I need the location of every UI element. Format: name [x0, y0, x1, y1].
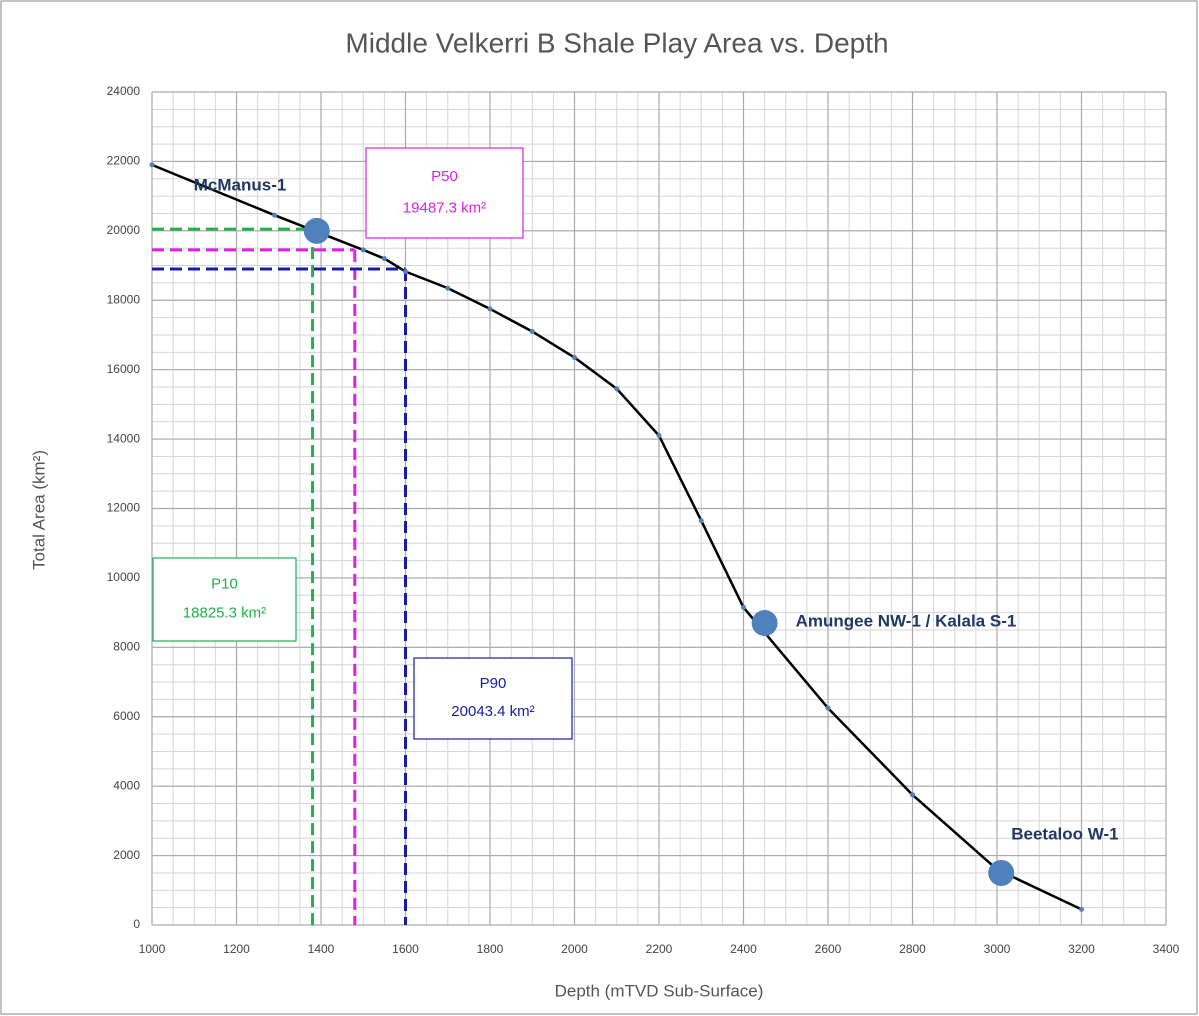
percentile-label: P10	[211, 576, 238, 593]
percentile-label: P90	[480, 675, 507, 692]
y-tick-label: 18000	[107, 292, 141, 306]
y-tick-label: 24000	[107, 84, 141, 98]
data-point	[698, 518, 704, 524]
data-point	[741, 604, 746, 610]
data-point	[910, 792, 915, 798]
x-tick-label: 3400	[1153, 942, 1180, 956]
data-point	[272, 212, 278, 218]
well-label: Amungee NW-1 / Kalala S-1	[796, 612, 1017, 631]
percentile-box	[365, 147, 524, 239]
percentile-label: P50	[431, 168, 458, 185]
data-point	[149, 162, 155, 168]
chart-title: Middle Velkerri B Shale Play Area vs. De…	[345, 27, 888, 58]
well-marker	[988, 859, 1015, 886]
y-tick-label: 16000	[107, 362, 141, 376]
x-tick-label: 1600	[392, 942, 419, 956]
well-label: McManus-1	[194, 175, 287, 194]
well-marker	[751, 610, 778, 637]
well-label: Beetaloo W-1	[1011, 824, 1118, 843]
x-tick-label: 1800	[477, 942, 504, 956]
percentile-value: 19487.3 km²	[403, 199, 486, 216]
data-point	[825, 705, 831, 711]
x-tick-label: 2200	[646, 942, 673, 956]
x-axis-label: Depth (mTVD Sub-Surface)	[555, 981, 764, 1000]
y-tick-label: 12000	[107, 501, 141, 515]
percentile-box	[413, 657, 573, 740]
x-tick-label: 2600	[815, 942, 842, 956]
data-point	[614, 386, 620, 392]
x-tick-label: 1000	[139, 942, 166, 956]
data-point	[529, 328, 535, 334]
y-tick-label: 20000	[107, 223, 141, 237]
x-tick-label: 1200	[223, 942, 250, 956]
data-point	[360, 247, 366, 253]
data-point	[487, 306, 493, 312]
x-tick-label: 2400	[730, 942, 757, 956]
y-tick-label: 14000	[107, 431, 141, 445]
data-point	[1079, 906, 1084, 912]
x-tick-label: 1400	[308, 942, 335, 956]
y-tick-label: 22000	[107, 154, 141, 168]
percentile-value: 20043.4 km²	[451, 703, 534, 720]
y-tick-label: 10000	[107, 570, 141, 584]
data-point	[656, 433, 662, 439]
y-axis-label: Total Area (km²)	[29, 450, 48, 570]
x-tick-label: 2000	[561, 942, 588, 956]
data-point	[403, 269, 408, 275]
data-point	[445, 285, 451, 291]
y-tick-label: 0	[133, 917, 140, 931]
y-tick-label: 8000	[113, 640, 140, 654]
well-marker	[303, 217, 330, 244]
x-tick-label: 3000	[984, 942, 1011, 956]
x-tick-label: 2800	[899, 942, 926, 956]
percentile-box	[152, 557, 297, 642]
x-tick-label: 3200	[1068, 942, 1095, 956]
y-tick-label: 2000	[113, 848, 140, 862]
y-tick-label: 4000	[113, 778, 140, 792]
data-point	[572, 355, 577, 361]
data-point	[381, 256, 387, 262]
y-tick-label: 6000	[113, 709, 140, 723]
percentile-value: 18825.3 km²	[183, 605, 266, 622]
